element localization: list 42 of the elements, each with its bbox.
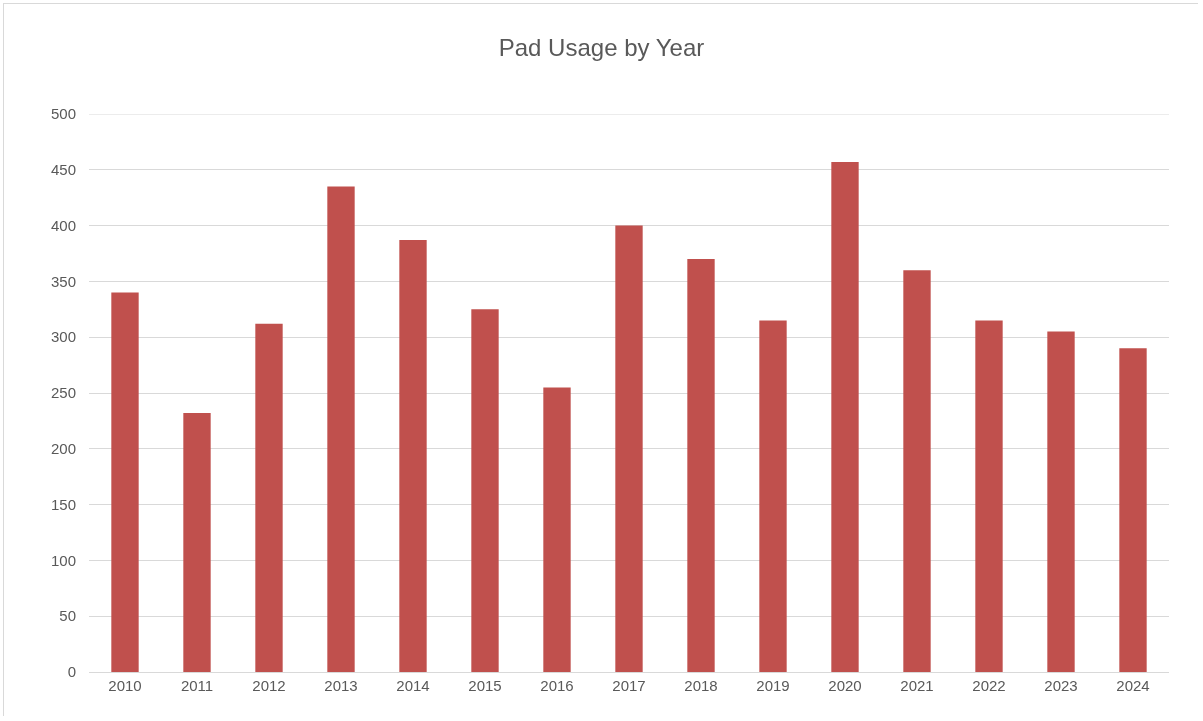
y-tick-label: 100	[50, 551, 76, 569]
y-tick-label: 200	[50, 440, 76, 458]
bar	[471, 309, 499, 672]
y-tick-label: 400	[50, 216, 76, 234]
bar	[975, 320, 1003, 672]
y-tick-label: 500	[50, 105, 76, 123]
bar	[615, 225, 643, 672]
bar	[1047, 331, 1075, 672]
x-tick-label: 2020	[828, 677, 862, 694]
x-tick-label: 2010	[108, 677, 142, 694]
x-tick-label: 2024	[1116, 677, 1150, 694]
y-tick-label: 450	[50, 161, 76, 179]
bar	[1119, 348, 1147, 672]
y-tick-label: 50	[59, 607, 76, 625]
x-tick-label: 2014	[396, 677, 430, 694]
bar	[399, 240, 427, 672]
y-tick-label: 150	[50, 495, 76, 513]
y-tick-label: 350	[50, 272, 76, 290]
bar	[831, 161, 859, 672]
x-tick-label: 2017	[612, 677, 646, 694]
x-tick-label: 2018	[684, 677, 718, 694]
bar	[327, 186, 355, 672]
x-tick-label: 2023	[1044, 677, 1078, 694]
chart-title: Pad Usage by Year	[498, 34, 705, 62]
bar	[759, 320, 787, 672]
bar	[687, 259, 715, 672]
y-tick-label: 300	[50, 328, 76, 346]
y-tick-label: 250	[50, 384, 76, 402]
bar	[903, 270, 931, 672]
x-tick-label: 2012	[252, 677, 286, 694]
bar	[183, 413, 211, 672]
bar	[111, 292, 139, 672]
x-tick-label: 2022	[972, 677, 1006, 694]
bar	[543, 387, 571, 672]
x-tick-label: 2013	[324, 677, 358, 694]
x-tick-label: 2021	[900, 677, 934, 694]
x-tick-label: 2015	[468, 677, 502, 694]
y-tick-label: 0	[67, 663, 76, 681]
x-tick-label: 2016	[540, 677, 574, 694]
bar	[255, 323, 283, 672]
x-tick-label: 2011	[180, 677, 214, 694]
x-tick-label: 2019	[756, 677, 790, 694]
